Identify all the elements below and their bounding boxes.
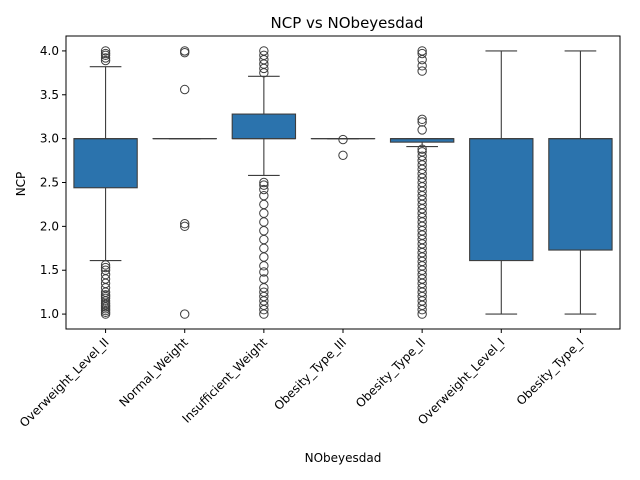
outlier-point <box>259 50 269 60</box>
outlier-point <box>180 221 190 232</box>
outlier-point <box>417 61 427 71</box>
outlier-point <box>259 180 269 190</box>
outlier-point <box>259 226 269 236</box>
outlier-point <box>100 55 111 66</box>
y-tick-label: 1.5 <box>40 263 59 277</box>
axes-frame <box>65 35 621 330</box>
outlier-point <box>259 234 269 245</box>
outlier-point <box>100 269 111 280</box>
box-obesity-type-i <box>548 50 613 315</box>
y-tick-label: 3.0 <box>40 132 59 146</box>
outlier-point <box>259 274 269 284</box>
outlier-point <box>100 48 111 59</box>
x-axis-label: NObeyesdad <box>305 451 382 465</box>
y-tick-label: 4.0 <box>40 44 59 58</box>
x-tick-label: Obesity_Type_III <box>271 335 349 413</box>
box-overweight-level-ii <box>73 46 138 319</box>
outlier-point <box>259 46 269 56</box>
outlier-point <box>417 66 427 76</box>
outlier-point <box>338 150 348 161</box>
y-tick-label: 2.5 <box>40 176 59 190</box>
outlier-point <box>417 114 427 125</box>
x-tick-label: Overweight_Level_II <box>17 335 112 430</box>
outlier-point <box>100 262 111 273</box>
outlier-point <box>417 147 427 157</box>
box-obesity-type-iii <box>310 134 376 161</box>
x-tick-label: Obesity_Type_I <box>514 335 587 408</box>
y-tick-label: 2.0 <box>40 219 59 233</box>
outlier-point <box>259 267 269 277</box>
outlier-point <box>180 219 190 229</box>
x-tick-label: Insufficient_Weight <box>179 335 270 426</box>
outlier-point <box>180 84 190 95</box>
outlier-point <box>259 184 269 195</box>
y-axis-ticks: 1.0 1.5 2.0 2.5 3.0 3.5 4.0 <box>40 44 66 321</box>
x-axis-ticks: Overweight_Level_II Normal_WeightInsuffic… <box>17 329 587 430</box>
plot-area <box>65 35 621 330</box>
outlier-point <box>417 46 427 56</box>
outlier-point <box>259 177 269 188</box>
x-tick-label: Obesity_Type_II <box>353 335 428 410</box>
box-body <box>548 138 613 251</box>
outlier-point <box>417 144 427 154</box>
box-body <box>231 113 297 140</box>
outlier-point <box>100 53 111 63</box>
outlier-point <box>417 48 427 59</box>
outlier-point <box>259 252 269 262</box>
box-obesity-type-ii <box>389 46 455 319</box>
box-insufficient-weight <box>231 46 297 319</box>
outlier-point <box>100 46 111 56</box>
box-body <box>73 138 138 189</box>
outlier-point <box>100 260 111 270</box>
outlier-point <box>259 243 269 253</box>
outlier-point <box>259 190 269 201</box>
outlier-point <box>417 117 427 127</box>
outlier-point <box>338 134 348 145</box>
outlier-point <box>259 261 269 271</box>
y-tick-label: 3.5 <box>40 88 59 102</box>
outlier-point <box>259 199 269 210</box>
x-tick-label: Overweight_Level_I <box>415 335 507 427</box>
y-tick-label: 1.0 <box>40 307 59 321</box>
box-body <box>469 138 534 262</box>
box-overweight-level-i <box>469 50 534 315</box>
outlier-point <box>180 309 190 319</box>
outlier-point <box>417 125 427 135</box>
x-tick-label: Normal_Weight <box>116 335 191 410</box>
outlier-point <box>180 46 190 56</box>
box-normal-weight <box>152 46 217 319</box>
chart-title: NCP vs NObeyesdad <box>271 14 424 32</box>
outlier-point <box>259 217 269 227</box>
outlier-point <box>417 151 427 161</box>
y-axis-label: NCP <box>14 172 28 197</box>
outlier-point <box>259 208 269 218</box>
outlier-point <box>100 290 111 300</box>
outlier-point <box>259 287 269 297</box>
outlier-point <box>100 265 111 275</box>
